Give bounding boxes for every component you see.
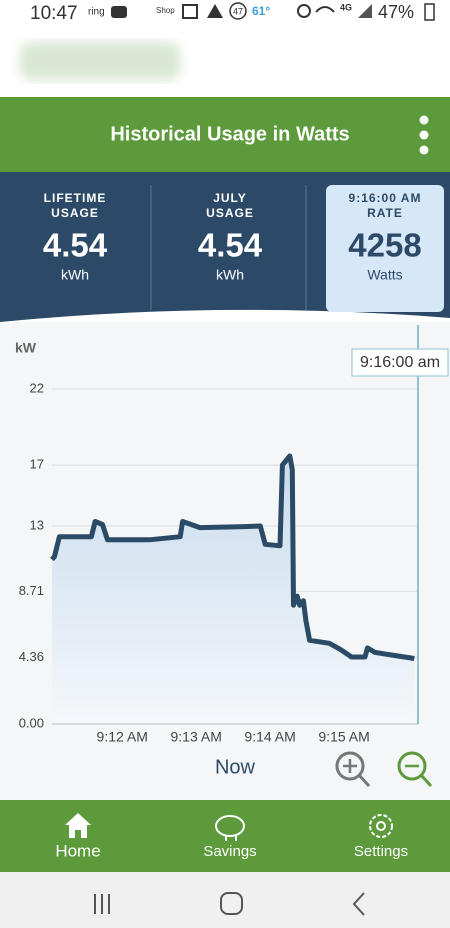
menu-button[interactable] <box>419 115 429 155</box>
system-nav <box>0 872 450 928</box>
app-header <box>0 97 450 172</box>
status-icon <box>358 4 372 18</box>
y-tick-label: 8.71 <box>19 583 44 598</box>
status-icon <box>111 6 127 18</box>
x-tick-label: 9:13 AM <box>170 729 221 745</box>
back-button[interactable] <box>352 892 365 916</box>
status-icon <box>207 4 223 18</box>
stat-unit: Watts <box>367 267 402 283</box>
battery-icon <box>424 3 435 21</box>
x-tick-label: 9:12 AM <box>97 729 148 745</box>
cursor-label: 9:16:00 am <box>360 354 440 371</box>
status-icon <box>297 4 311 18</box>
line <box>50 453 415 661</box>
status-time: 10:47 <box>30 3 78 24</box>
y-tick-label: 0.00 <box>19 715 44 730</box>
stat-label: RATE <box>367 206 403 220</box>
zoom-in-button[interactable] <box>335 751 371 788</box>
stats: LIFETIMEUSAGE4.54kWhJULYUSAGE4.54kWh9:16… <box>43 191 422 283</box>
stat-value: 4.54 <box>43 227 108 264</box>
x-tick-label: 9:14 AM <box>244 729 295 745</box>
nav-label[interactable]: Savings <box>203 843 256 860</box>
stat-label: JULY <box>213 191 247 205</box>
cursor-label-box <box>351 348 449 377</box>
stat-unit: kWh <box>61 267 89 283</box>
stat-label: 9:16:00 AM <box>349 191 422 205</box>
status-network: 4G <box>340 2 352 12</box>
nav-label[interactable]: Settings <box>354 843 408 860</box>
status-icon: ring <box>88 7 105 18</box>
zoom-out-button[interactable] <box>397 751 433 788</box>
stat-label: USAGE <box>206 206 254 220</box>
y-tick-label: 13 <box>30 517 44 532</box>
y-axis-label: kW <box>15 340 37 356</box>
stat-label: LIFETIME <box>44 191 107 205</box>
x-tick-label: 9:15 AM <box>318 729 369 745</box>
status-icon <box>315 6 335 13</box>
y-tick-label: 22 <box>30 380 44 395</box>
savings-icon <box>215 815 245 841</box>
nav-label[interactable]: Home <box>55 841 100 860</box>
status-icon <box>229 2 247 20</box>
stat-label: USAGE <box>51 206 99 220</box>
status-bar <box>0 0 450 30</box>
nav-items: Home Savings Settings <box>55 841 408 860</box>
status-battery: 47% <box>378 2 414 22</box>
y-tick-label: 17 <box>30 457 44 472</box>
stat-value: 4.54 <box>198 227 263 264</box>
chart: kW 0.00 4.36 8.71 13 17 22 9:12 AM 9:13 AM 9:14 A… <box>15 325 449 778</box>
area <box>52 456 415 724</box>
status-icon: Shop <box>156 6 175 15</box>
blurred-content <box>20 42 180 80</box>
stat-unit: kWh <box>216 267 244 283</box>
y-tick-label: 4.36 <box>19 649 44 664</box>
recents-button[interactable] <box>94 894 110 914</box>
header-title: Historical Usage in Watts <box>110 123 349 145</box>
status-icon: 47 <box>233 6 243 16</box>
settings-icon <box>369 814 393 838</box>
now-button[interactable]: Now <box>215 756 256 778</box>
home-button[interactable] <box>220 892 243 915</box>
stat-value: 4258 <box>348 227 421 264</box>
status-icon <box>182 4 198 19</box>
status-icon: 61° <box>252 4 270 18</box>
home-icon <box>65 813 91 838</box>
rate-card <box>326 185 444 312</box>
